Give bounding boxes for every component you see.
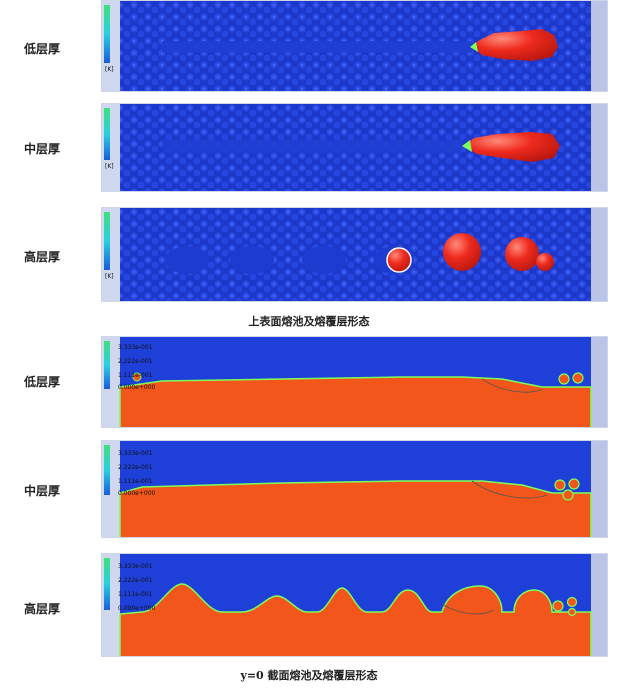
row-label-mid-section: 中层厚 (24, 484, 61, 498)
row-label-mid: 中层厚 (24, 142, 61, 156)
svg-text:0.000e+000: 0.000e+000 (118, 490, 156, 497)
melt-droplet (536, 253, 554, 271)
melt-droplet (443, 233, 481, 271)
svg-text:0.000e+000: 0.000e+000 (118, 605, 156, 612)
substrate-cladding-layer (119, 480, 592, 537)
row-label-low-section: 低层厚 (24, 375, 61, 389)
section-panel-high: 3.333e-001 2.222e-001 1.111e-001 0.000e+… (101, 553, 608, 657)
melt-droplet (505, 237, 539, 271)
svg-text:1.111e-001: 1.111e-001 (118, 372, 153, 379)
legend-unit: [K] (105, 273, 114, 280)
solidified-bead (302, 246, 346, 274)
fraction-legend-bar (104, 341, 110, 389)
row-label-high-section: 高层厚 (24, 602, 61, 616)
bottom-caption: y=0 截面熔池及熔覆层形态 (240, 669, 378, 682)
svg-text:1.111e-001: 1.111e-001 (118, 478, 153, 485)
svg-text:2.222e-001: 2.222e-001 (118, 464, 153, 471)
svg-text:2.222e-001: 2.222e-001 (118, 577, 153, 584)
section-panel-low: 3.333e-001 2.222e-001 1.111e-001 0.000e+… (101, 336, 608, 428)
top-panel-high: [K] (101, 207, 608, 302)
svg-text:3.333e-001: 3.333e-001 (118, 450, 153, 457)
section-panel-mid: 3.333e-001 2.222e-001 1.111e-001 0.000e+… (101, 440, 608, 538)
svg-text:3.333e-001: 3.333e-001 (118, 344, 153, 351)
fraction-legend-bar (104, 445, 110, 495)
melt-pool-shape (472, 29, 558, 61)
row-label-low: 低层厚 (24, 42, 61, 56)
fraction-legend-bar (104, 558, 110, 610)
top-panel-low: [K] (101, 0, 608, 92)
svg-text:0.000e+000: 0.000e+000 (118, 384, 156, 391)
melt-droplet (386, 247, 412, 273)
legend-unit: [K] (105, 163, 114, 170)
legend-unit: [K] (105, 66, 114, 73)
substrate-cladding-layer (119, 376, 592, 427)
melt-pool-shape (464, 132, 560, 162)
solidified-bead (165, 246, 209, 274)
svg-text:3.333e-001: 3.333e-001 (118, 563, 153, 570)
row-label-high: 高层厚 (24, 250, 61, 264)
temperature-legend-bar (104, 212, 110, 270)
svg-text:1.111e-001: 1.111e-001 (118, 591, 153, 598)
top-caption: 上表面熔池及熔覆层形态 (248, 315, 370, 328)
substrate-cladding-layer (119, 583, 592, 656)
svg-text:2.222e-001: 2.222e-001 (118, 358, 153, 365)
solidified-bead (230, 246, 274, 274)
temperature-legend-bar (104, 5, 110, 63)
top-panel-mid: [K] (101, 103, 608, 192)
temperature-legend-bar (104, 108, 110, 160)
